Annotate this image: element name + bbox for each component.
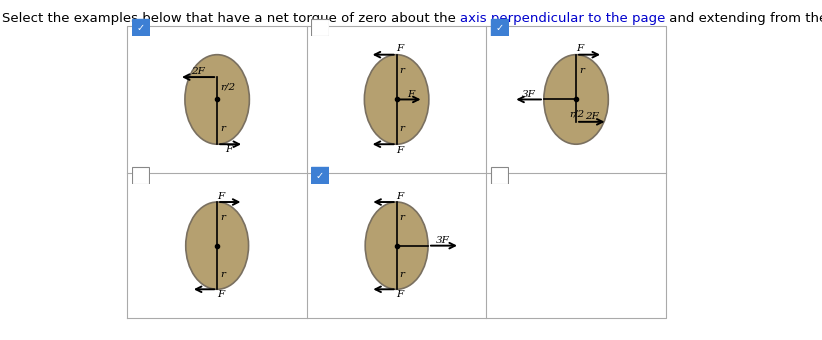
- FancyBboxPatch shape: [491, 19, 508, 36]
- Text: F: F: [576, 44, 584, 53]
- Text: axis perpendicular to the page: axis perpendicular to the page: [460, 12, 666, 25]
- Text: r: r: [580, 66, 584, 75]
- Text: 2F: 2F: [584, 112, 598, 121]
- Text: r: r: [399, 213, 404, 222]
- Text: r: r: [399, 270, 404, 278]
- Ellipse shape: [365, 202, 428, 289]
- Text: and extending from the center: and extending from the center: [666, 12, 822, 25]
- Text: r: r: [220, 124, 225, 133]
- Text: r/2: r/2: [219, 82, 235, 91]
- Text: ✓: ✓: [496, 23, 504, 33]
- FancyBboxPatch shape: [312, 167, 329, 184]
- Text: F: F: [217, 290, 224, 300]
- Ellipse shape: [186, 202, 248, 289]
- Text: F: F: [396, 192, 404, 201]
- Ellipse shape: [364, 55, 429, 144]
- Text: ✓: ✓: [316, 171, 324, 181]
- Text: 2F: 2F: [192, 67, 206, 76]
- Ellipse shape: [544, 55, 608, 144]
- Text: Select the examples below that have a net torque of zero about the: Select the examples below that have a ne…: [2, 12, 460, 25]
- Text: r: r: [220, 270, 225, 278]
- Text: F: F: [224, 145, 232, 154]
- Text: F: F: [217, 192, 224, 201]
- Text: F: F: [396, 44, 404, 53]
- Text: 3F: 3F: [522, 89, 536, 99]
- Text: 3F: 3F: [436, 236, 450, 245]
- Text: r: r: [399, 66, 404, 75]
- Text: r: r: [399, 124, 404, 133]
- Text: F: F: [408, 89, 414, 99]
- Text: r/2: r/2: [570, 109, 584, 118]
- Ellipse shape: [185, 55, 249, 144]
- FancyBboxPatch shape: [132, 167, 150, 184]
- Text: r: r: [220, 213, 225, 222]
- Text: F: F: [396, 146, 404, 155]
- FancyBboxPatch shape: [491, 167, 508, 184]
- FancyBboxPatch shape: [132, 19, 150, 36]
- FancyBboxPatch shape: [312, 19, 329, 36]
- Text: F: F: [396, 290, 404, 300]
- Text: ✓: ✓: [136, 23, 145, 33]
